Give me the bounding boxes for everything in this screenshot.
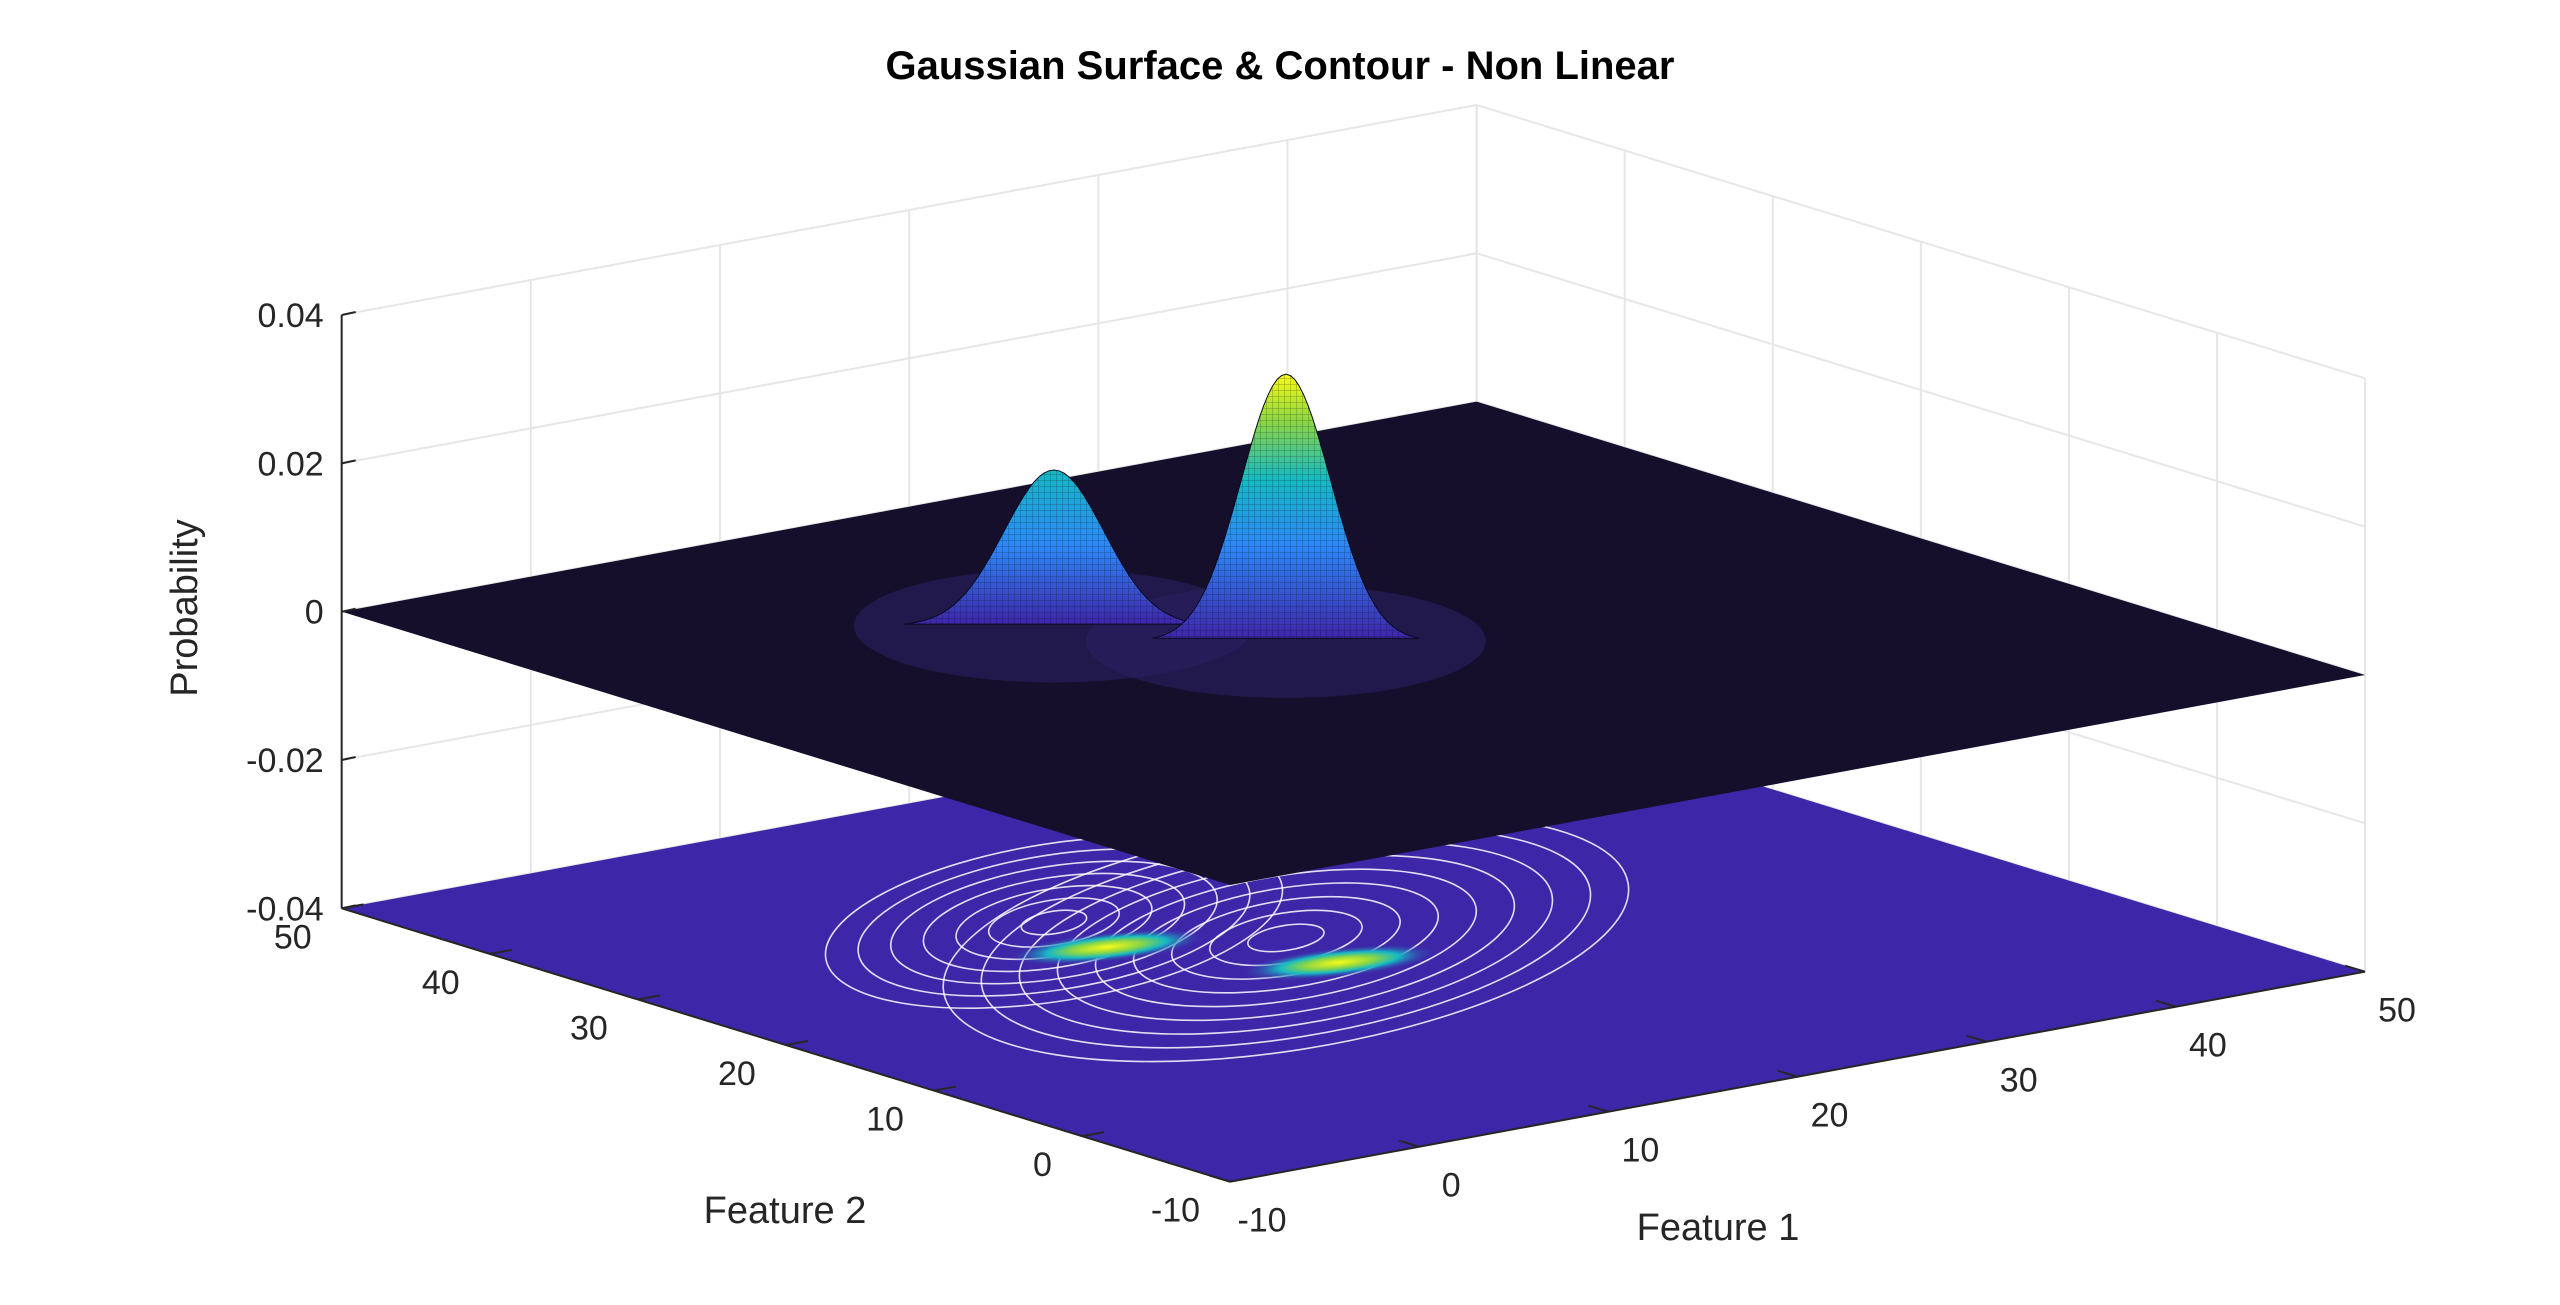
z-tick-label: -0.02 [246, 742, 324, 780]
x-tick-label: 10 [1621, 1132, 1659, 1170]
contour-line [857, 848, 1251, 997]
axes: -0.04 -0.02 0 0.02 0.04 -10 0 10 20 30 40 50 -10 0 10 2… [164, 297, 2416, 1249]
x-tick [1588, 1104, 1609, 1113]
y-axis-label: Feature 2 [704, 1190, 867, 1232]
z-tick-label: 0.02 [257, 445, 323, 483]
gaussian-surface [341, 373, 2366, 886]
surface-mesh [904, 470, 1204, 625]
y-tick-label: 0 [1033, 1146, 1052, 1184]
x-tick [1398, 1139, 1420, 1148]
y-tick [785, 1040, 809, 1047]
z-axis-label: Probability [164, 519, 206, 696]
y-tick [1081, 1131, 1105, 1138]
surface-mesh [1152, 374, 1420, 639]
y-tick [637, 994, 660, 1001]
y-tick-label: -10 [1151, 1192, 1200, 1230]
y-tick-label: 30 [570, 1009, 608, 1047]
y-tick-label: 50 [274, 918, 312, 956]
contour-line [824, 835, 1284, 1010]
surface-foot [853, 569, 1254, 683]
z-tick-label: 0 [305, 594, 324, 632]
z-tick [341, 311, 356, 316]
x-tick-label: 0 [1442, 1167, 1461, 1205]
x-tick-label: -10 [1237, 1202, 1286, 1240]
contour-line [1247, 923, 1325, 953]
chart-title: Gaussian Surface & Contour - Non Linear [885, 44, 1675, 88]
y-tick [1229, 1176, 1253, 1183]
contour-peak [1007, 928, 1207, 966]
gridline [341, 103, 2366, 380]
gridline [341, 252, 2366, 528]
y-tick-label: 10 [866, 1101, 904, 1139]
x-tick-label: 50 [2378, 992, 2416, 1030]
y-tick [489, 948, 512, 955]
x-tick [1209, 1174, 1231, 1183]
z-tick [341, 607, 356, 613]
x-tick [2344, 964, 2366, 973]
z-tick-label: -0.04 [246, 890, 324, 928]
contour-line [1132, 882, 1440, 994]
z-tick [341, 756, 356, 761]
x-tick [2155, 999, 2177, 1008]
y-tick-label: 20 [718, 1055, 756, 1093]
y-tick [933, 1085, 957, 1092]
y-tick [341, 903, 364, 910]
x-tick-label: 20 [1811, 1097, 1849, 1135]
contour-peak [1239, 944, 1439, 981]
z-tick-label: 0.04 [257, 297, 323, 335]
contour-line [889, 860, 1218, 985]
x-tick-label: 40 [2189, 1027, 2227, 1065]
z-tick [341, 459, 356, 465]
y-tick-label: 40 [422, 964, 460, 1002]
x-tick-label: 30 [2000, 1062, 2038, 1100]
x-tick [1777, 1069, 1798, 1078]
contour-line [1020, 909, 1088, 936]
x-tick [1966, 1034, 1987, 1043]
contour-line [922, 872, 1186, 973]
x-axis-label: Feature 1 [1637, 1207, 1800, 1249]
